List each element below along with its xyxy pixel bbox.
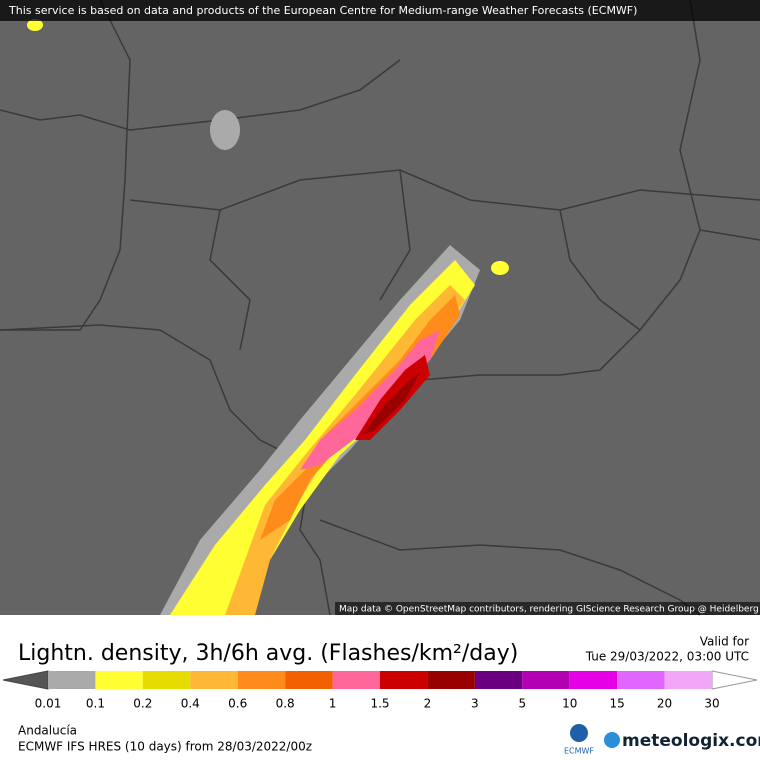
colorbar-box — [237, 671, 286, 689]
colorbar-box — [332, 671, 380, 689]
colorbar-box — [380, 671, 428, 689]
region: Andalucía — [18, 724, 77, 738]
map: This service is based on data and produc… — [0, 0, 760, 616]
colorbar-label: 30 — [704, 697, 719, 711]
colorbar-box — [95, 671, 143, 689]
panel: Lightn. density, 3h/6h avg. (Flashes/km²… — [2, 635, 760, 756]
colorbar-box — [569, 671, 618, 689]
brand-icon — [604, 732, 620, 748]
notice-bar — [0, 0, 760, 21]
colorbar-box — [617, 671, 665, 689]
colorbar-box — [522, 671, 570, 689]
brand: meteologix.com — [622, 731, 760, 751]
title: Lightn. density, 3h/6h avg. (Flashes/km²… — [18, 641, 518, 666]
colorbar-box — [427, 671, 475, 689]
colorbar-box — [474, 671, 523, 689]
colorbar-label: 2 — [424, 697, 432, 711]
colorbar-label: 3 — [471, 697, 479, 711]
attribution-bar — [335, 602, 760, 615]
map-background — [0, 0, 760, 615]
colorbar-label: 0.01 — [35, 697, 62, 711]
valid-label: Valid for — [700, 635, 749, 649]
colorbar-label: 15 — [610, 697, 625, 711]
colorbar-label: 5 — [518, 697, 526, 711]
colorbar: 0.01 0.1 0.2 0.4 0.6 0.8 1 1.5 2 3 5 10 15 20 30 — [2, 670, 758, 711]
valid-time: Tue 29/03/2022, 03:00 UTC — [585, 650, 749, 664]
colorbar-label: 0.1 — [86, 697, 105, 711]
colorbar-label: 0.8 — [276, 697, 295, 711]
colorbar-box — [190, 671, 238, 689]
colorbar-high-arrow — [711, 670, 758, 690]
colorbar-label: 0.2 — [133, 697, 152, 711]
colorbar-label: 1 — [329, 697, 337, 711]
colorbar-label: 0.4 — [181, 697, 200, 711]
colorbar-box — [664, 671, 712, 689]
colorbar-box — [142, 671, 191, 689]
notice: This service is based on data and produc… — [8, 4, 637, 17]
colorbar-low-arrow — [2, 670, 49, 690]
colorbar-box — [48, 671, 96, 689]
ecmwf-logo: ECMWF — [564, 747, 594, 756]
colorbar-label: 10 — [562, 697, 577, 711]
attribution: Map data © OpenStreetMap contributors, r… — [339, 605, 760, 615]
colorbar-label: 0.6 — [228, 697, 247, 711]
colorbar-label: 20 — [657, 697, 672, 711]
ecmwf-icon — [570, 724, 588, 742]
lightning-density — [27, 19, 509, 615]
colorbar-box — [285, 671, 333, 689]
model-info: ECMWF IFS HRES (10 days) from 28/03/2022… — [18, 740, 312, 754]
colorbar-label: 1.5 — [370, 697, 389, 711]
